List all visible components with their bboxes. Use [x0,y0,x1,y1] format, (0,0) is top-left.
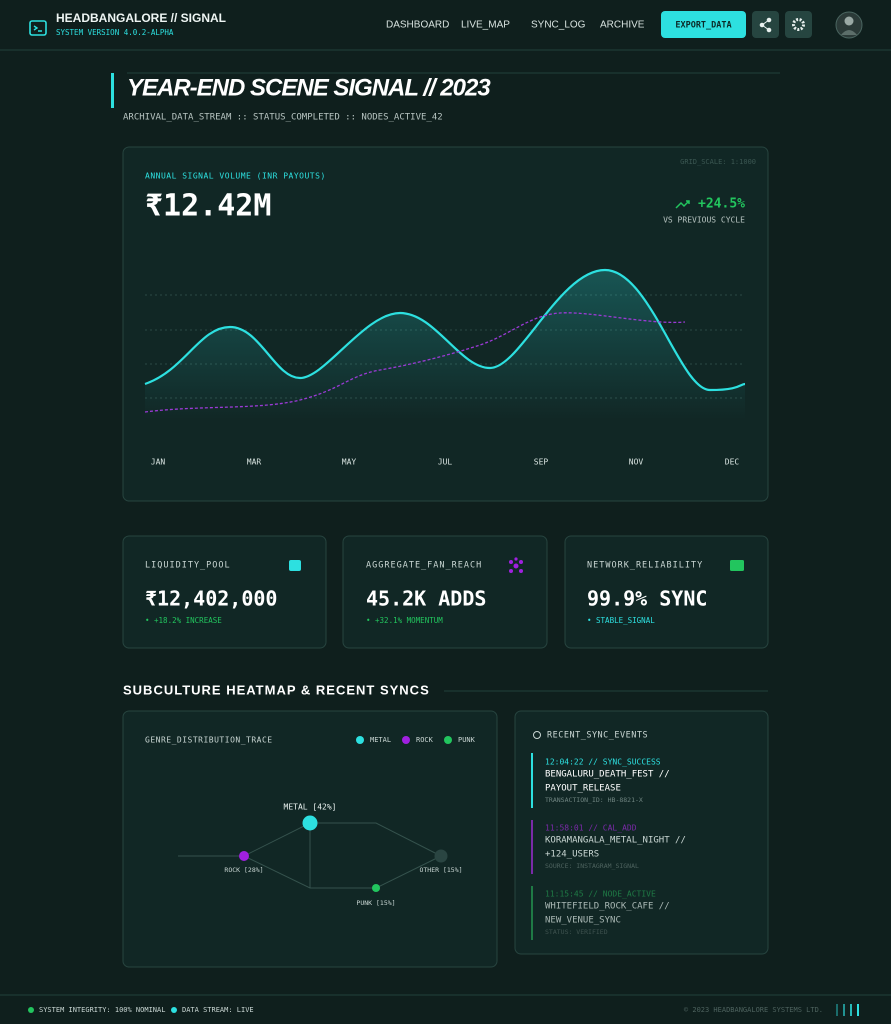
event-time: 12:04:22 // SYNC_SUCCESS [545,758,661,767]
wallet-icon [289,560,301,571]
section-title: SUBCULTURE HEATMAP & RECENT SYNCS [123,682,430,697]
history-icon [533,731,541,739]
trend-icon [675,200,690,209]
reach-icon [509,557,523,573]
month-label: MAR [247,458,262,467]
footer-integrity: SYSTEM INTEGRITY: 100% NOMINAL [39,1006,165,1014]
footer-stream: DATA STREAM: LIVE [182,1006,254,1014]
signal-label: ANNUAL SIGNAL VOLUME (INR PAYOUTS) [145,172,326,181]
stat-note: • +18.2% INCREASE [145,616,222,625]
title-accent [111,73,114,108]
stat-card [122,535,327,649]
avatar-head [844,16,854,26]
stat-label: LIQUIDITY_POOL [145,561,231,571]
footer-copyright: © 2023 HEADBANGALORE SYSTEMS LTD. [684,1006,823,1014]
legend-dot [402,736,410,744]
comparison-curve [144,312,686,413]
event-accent [531,886,533,940]
area-fill [145,270,745,420]
legend-dot [356,736,364,744]
share-icon [759,17,772,33]
events-title: RECENT_SYNC_EVENTS [547,731,648,741]
app-title: HEADBANGALORE // SIGNAL [56,11,226,25]
stat-value: 99.9% SYNC [587,587,707,611]
logo-icon [29,20,47,36]
signal-change-note: VS PREVIOUS CYCLE [663,216,745,225]
legend-label: METAL [370,736,391,744]
node-punk [372,884,380,892]
stat-card [564,535,769,649]
event-accent [531,753,533,808]
legend-label: ROCK [416,736,434,744]
legend-dot [444,736,452,744]
events-card [514,710,769,955]
event-title: +124_USERS [545,850,599,860]
legend-label: PUNK [458,736,476,744]
event-meta: TRANSACTION_ID: HB-8821-X [545,796,643,804]
stat-value: ₹12,402,000 [145,587,277,611]
event-time: 11:58:01 // CAL_ADD [545,824,637,833]
status-dot [171,1007,177,1013]
event-meta: SOURCE: INSTAGRAM_SIGNAL [545,862,639,870]
event-time: 11:15:45 // NODE_ACTIVE [545,890,656,899]
stat-note: • +32.1% MOMENTUM [366,616,443,625]
node-label: OTHER [15%] [419,866,462,874]
nav-link[interactable]: LIVE_MAP [461,20,510,31]
app-version: SYSTEM VERSION 4.0.2-ALPHA [56,28,174,37]
export-button-label[interactable]: EXPORT_DATA [675,21,731,31]
stat-label: NETWORK_RELIABILITY [587,561,703,571]
heatmap-label: GENRE_DISTRIBUTION_TRACE [145,736,273,745]
month-label: JAN [151,458,166,467]
month-label: DEC [725,458,740,467]
event-title: NEW_VENUE_SYNC [545,916,621,926]
signal-value: ₹12.42M [145,189,271,224]
signal-change: +24.5% [698,197,745,212]
status-dot [28,1007,34,1013]
stat-value: 45.2K ADDS [366,587,486,611]
reliability-icon [730,560,744,571]
node-other [434,849,448,863]
stat-label: AGGREGATE_FAN_REACH [366,561,482,571]
event-title: BENGALURU_DEATH_FEST // [545,770,670,780]
month-label: SEP [534,458,549,467]
event-title: PAYOUT_RELEASE [545,784,621,794]
month-label: MAY [342,458,357,467]
nav-link[interactable]: ARCHIVE [600,20,645,31]
nav-link[interactable]: DASHBOARD [386,20,449,31]
event-title: KORAMANGALA_METAL_NIGHT // [545,836,686,846]
node-label: ROCK [28%] [224,866,263,874]
event-title: WHITEFIELD_ROCK_CAFE // [545,902,670,912]
grid-scale: GRID_SCALE: 1:1000 [680,158,756,166]
stat-note: • STABLE_SIGNAL [587,616,655,625]
stat-card [342,535,548,649]
month-label: JUL [438,458,453,467]
node-label: PUNK [15%] [356,899,395,907]
node-metal [302,815,318,831]
export-button[interactable] [661,11,746,38]
event-meta: STATUS: VERIFIED [545,928,608,936]
settings-button[interactable] [785,11,812,38]
page-subtitle: ARCHIVAL_DATA_STREAM :: STATUS_COMPLETED… [123,113,443,123]
settings-icon [792,18,805,31]
signal-curve [144,268,746,392]
share-button[interactable] [752,11,779,38]
footer-bars [836,1004,859,1016]
logo-glyph [33,25,42,32]
avatar-body [841,30,857,35]
page-title: YEAR-END SCENE SIGNAL // 2023 [127,74,491,101]
node-rock [239,851,249,861]
nav-link[interactable]: SYNC_LOG [531,20,586,31]
event-accent [531,820,533,874]
node-label: METAL [42%] [284,803,337,812]
month-label: NOV [629,458,644,467]
